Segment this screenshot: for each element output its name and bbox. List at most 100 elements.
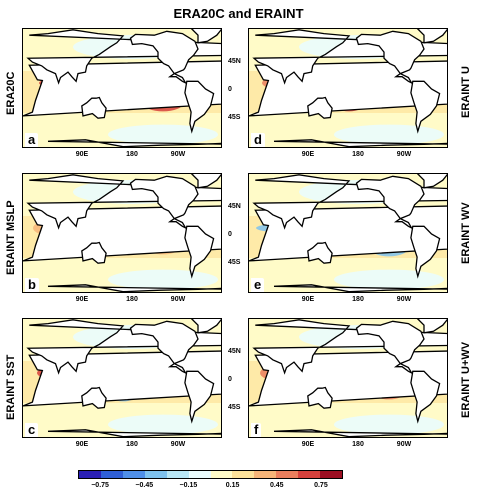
y-tick-label: 0 [228,230,232,238]
map-panel-f: f [248,318,448,438]
y-tick-label: 45S [228,404,241,412]
panel-letter: b [25,278,39,292]
colorbar-tick-label: 0.15 [225,482,240,489]
colorbar-tick-label: −0.15 [179,482,198,489]
landmass-outline [129,175,199,230]
panel-letter: d [251,133,265,147]
landmass-outline [81,386,107,409]
y-tick-label: 45N [228,203,241,210]
map-panel-e: e [248,173,448,293]
colorbar-swatch [298,471,321,478]
panel-letter: e [251,278,265,292]
colorbar-tick-label: 0.45 [269,482,284,489]
colorbar-swatch [122,471,145,478]
colorbar-tick-label: −0.75 [91,482,109,489]
landmass-outline [273,139,447,147]
y-tick-label: 0 [228,85,232,93]
colorbar-swatch [79,471,101,478]
landmass-outline [355,320,425,375]
x-tick-label: 180 [352,151,364,158]
x-tick-label: 180 [126,296,138,303]
map-field [23,174,221,292]
y-tick-label: 45S [228,259,241,267]
landmass-outline [190,29,221,44]
landmass-outline [273,284,447,292]
row-label-left-2: ERAINT MSLP [5,200,17,275]
colorbar-tick-label: 0.75 [314,482,328,489]
map-field [249,174,447,292]
row-label-right-1: ERAINT U [460,66,472,118]
landmass-outline [47,429,221,437]
x-tick-label: 90E [75,296,89,303]
landmass-outline [416,319,447,334]
colorbar-swatch [166,471,189,478]
landmass-outline [410,370,441,424]
landmass-outline [273,429,447,437]
row-label-right-3: ERAINT U+WV [460,341,472,418]
landmass-outline [355,175,425,230]
landmass-outline [184,225,215,279]
landmass-outline [410,80,441,134]
row-label-left-1: ERA20C [5,71,17,115]
landmass-outline [184,370,215,424]
map-panel-c: c [22,318,222,438]
landmass-outline [355,30,425,85]
row-label-left-3: ERAINT SST [5,354,17,420]
x-tick-label: 90E [301,441,315,448]
panel-letter: f [251,423,262,437]
x-tick-label: 90E [75,441,89,448]
landmass-outline [190,174,221,189]
x-tick-label: 90W [170,151,186,158]
colorbar-swatch [100,471,123,478]
colorbar-swatch [188,471,211,478]
x-tick-label: 90E [301,151,315,158]
landmass-outline [410,225,441,279]
row-label-right-2: ERAINT WV [460,202,472,264]
x-tick-label: 180 [352,441,364,448]
map-field [249,29,447,147]
y-tick-label: 0 [228,375,232,383]
y-tick-label: 45S [228,114,241,122]
landmass-outline [190,319,221,334]
x-tick-label: 180 [126,151,138,158]
landmass-outline [416,174,447,189]
landmass-outline [416,29,447,44]
figure-title: ERA20C and ERAINT [173,6,304,21]
colorbar-swatch [320,471,343,478]
colorbar-swatch [276,471,299,478]
x-tick-label: 90W [396,151,412,158]
colorbar-swatch [254,471,277,478]
x-tick-label: 180 [352,296,364,303]
x-tick-label: 90W [396,441,412,448]
colorbar [78,470,343,479]
landmass-outline [47,139,221,147]
panel-letter: c [25,423,39,437]
map-field [249,319,447,437]
panel-letter: a [25,133,39,147]
x-tick-label: 90E [301,296,315,303]
landmass-outline [81,241,107,264]
map-field [23,29,221,147]
x-tick-label: 180 [126,441,138,448]
colorbar-swatch [210,471,233,478]
landmass-outline [184,80,215,134]
landmass-outline [81,96,107,119]
landmass-outline [307,386,333,409]
map-field [23,319,221,437]
y-tick-label: 45N [228,348,241,355]
y-tick-label: 45N [228,58,241,65]
map-panel-a: a [22,28,222,148]
landmass-outline [129,30,199,85]
x-tick-label: 90W [170,296,186,303]
colorbar-swatch [144,471,167,478]
x-tick-label: 90W [396,296,412,303]
landmass-outline [47,284,221,292]
colorbar-tick-label: −0.45 [135,482,154,489]
landmass-outline [307,241,333,264]
landmass-outline [307,96,333,119]
x-tick-label: 90E [75,151,89,158]
colorbar-swatch [232,471,255,478]
landmass-outline [129,320,199,375]
map-panel-d: d [248,28,448,148]
map-panel-b: b [22,173,222,293]
